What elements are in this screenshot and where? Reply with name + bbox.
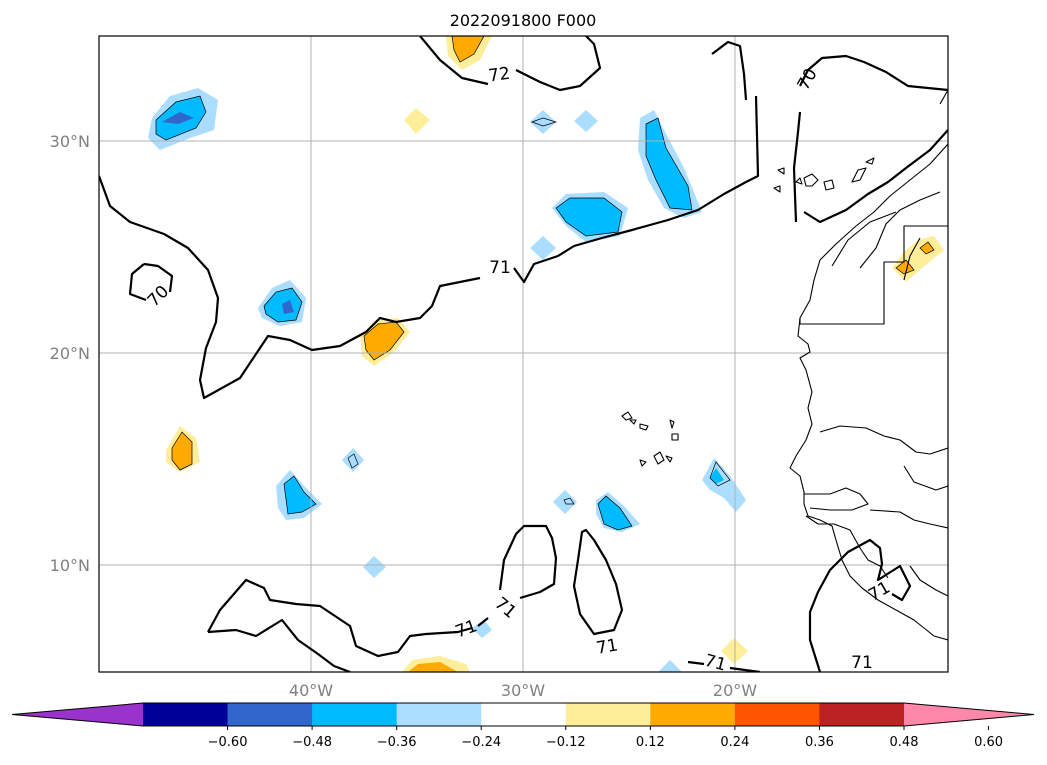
colorbar-tick-label: −0.12 [546, 735, 586, 750]
lat-labels: 30°N 20°N 10°N [50, 132, 90, 575]
colorbar-tick-label: 0.36 [805, 735, 834, 750]
colorbar-segment [734, 703, 820, 726]
colorbar-tick-label: 0.12 [636, 735, 665, 750]
lon-labels: 40°W 30°W 20°W [289, 681, 757, 700]
contour-label-72: 72 [487, 64, 511, 87]
lat-label-30n: 30°N [50, 132, 90, 151]
anomaly-shading [148, 36, 944, 672]
colorbar-outline [11, 702, 1035, 727]
colorbar-segment [819, 703, 905, 726]
contour-label-71-bottom-d: 71 [702, 651, 728, 676]
colorbar-segment [650, 703, 736, 726]
colorbar-tick-label: −0.48 [292, 735, 332, 750]
contour-label-71-bottom-e: 71 [851, 653, 873, 673]
contour-label-71-bottom-b: 71 [453, 616, 480, 642]
graticule [99, 36, 948, 672]
colorbar-tick-label: 0.24 [720, 735, 749, 750]
anomaly-outlines [155, 36, 935, 531]
colorbar: −0.60 −0.48 −0.36 −0.24 −0.12 0.12 0.24 0.36 0.4… [11, 702, 1035, 750]
colorbar-extend-low [12, 703, 143, 726]
map-frame [98, 35, 949, 673]
colorbar-tick-label: −0.60 [208, 735, 248, 750]
contour-label-71-bottom-c: 71 [595, 635, 620, 658]
colorbar-tick-label: 0.60 [974, 735, 1003, 750]
colorbar-extend-high [904, 703, 1034, 726]
colorbar-segment [227, 703, 313, 726]
contour-label-71-bottom-a: 71 [490, 594, 519, 623]
coastlines [621, 89, 948, 641]
lon-label-20w: 20°W [713, 681, 757, 700]
contour-label-71-africa: 71 [865, 578, 894, 606]
map-area: 72 70 71 70 71 71 71 71 71 71 [99, 36, 948, 676]
colorbar-segment [481, 703, 567, 726]
lon-label-30w: 30°W [501, 681, 545, 700]
isolines [99, 36, 948, 672]
colorbar-segment [396, 703, 482, 726]
colorbar-segment [565, 703, 651, 726]
lat-label-10n: 10°N [50, 556, 90, 575]
colorbar-tick-label: −0.36 [377, 735, 417, 750]
colorbar-tick-label: −0.24 [461, 735, 501, 750]
contour-label-70-ne: 70 [794, 65, 822, 94]
colorbar-tick-label: 0.48 [890, 735, 919, 750]
colorbar-segment [312, 703, 398, 726]
colorbar-segment [143, 703, 229, 726]
map-title: 2022091800 F000 [450, 11, 597, 30]
contour-label-71-center: 71 [489, 258, 511, 278]
contour-label-70-west: 70 [144, 282, 173, 311]
lon-label-40w: 40°W [289, 681, 333, 700]
lat-label-20n: 20°N [50, 344, 90, 363]
